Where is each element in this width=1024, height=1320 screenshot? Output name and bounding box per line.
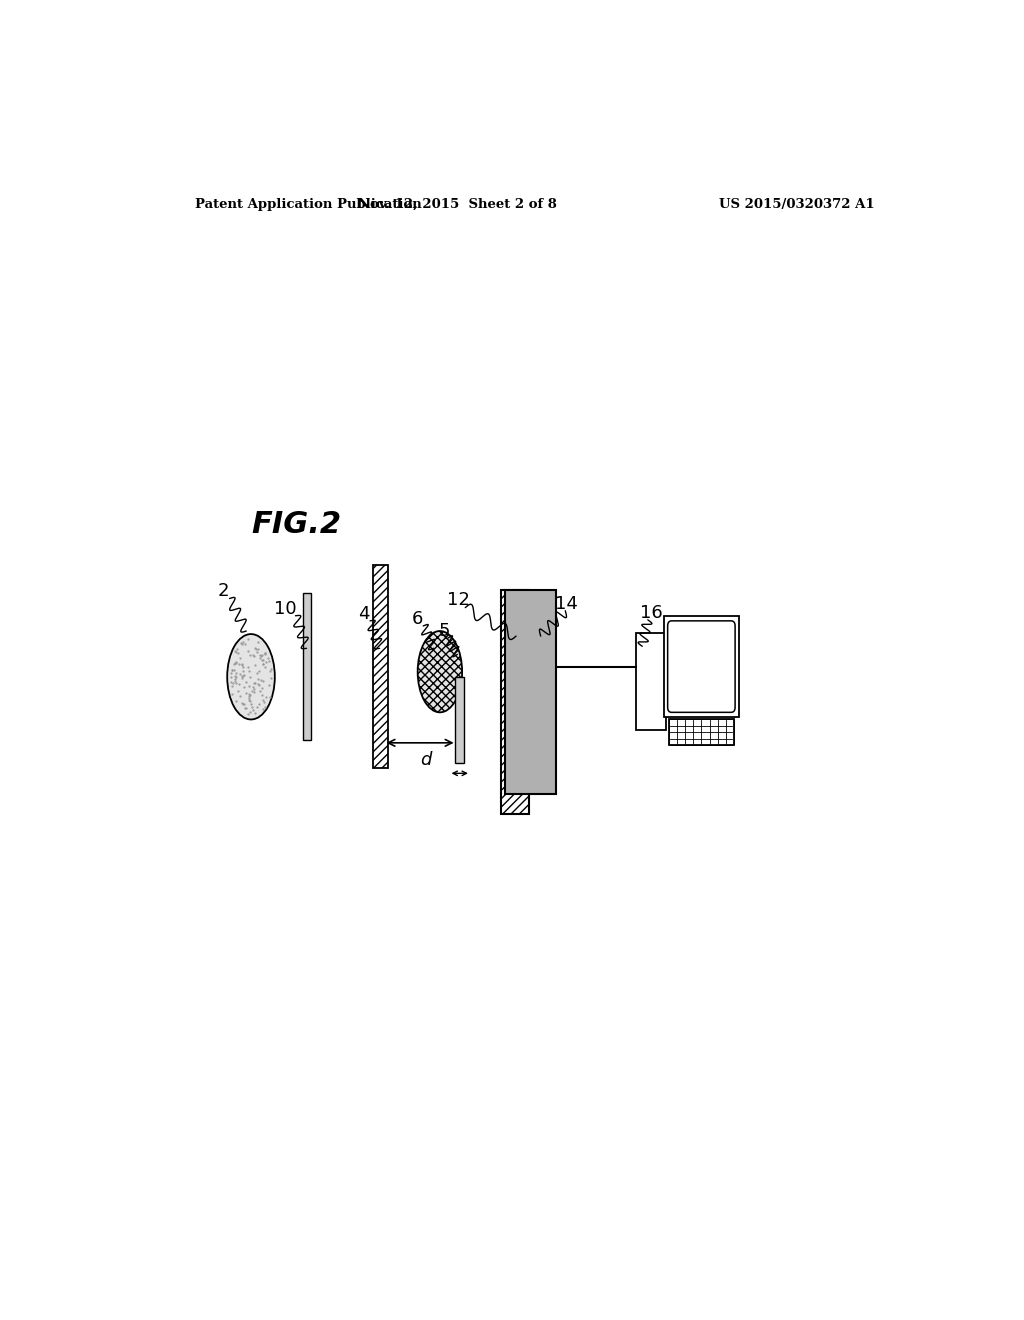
Bar	[303, 593, 310, 741]
Bar	[669, 719, 734, 744]
Bar	[502, 590, 529, 814]
Bar	[373, 565, 387, 768]
Text: 6: 6	[412, 610, 423, 628]
Text: 2: 2	[217, 582, 229, 601]
Text: 4: 4	[358, 605, 370, 623]
Bar	[505, 590, 556, 793]
Ellipse shape	[227, 634, 274, 719]
Bar	[636, 634, 666, 730]
Text: FIG.2: FIG.2	[251, 510, 341, 539]
Text: US 2015/0320372 A1: US 2015/0320372 A1	[719, 198, 874, 211]
Text: 12: 12	[446, 590, 470, 609]
Bar	[664, 615, 739, 718]
Text: Nov. 12, 2015  Sheet 2 of 8: Nov. 12, 2015 Sheet 2 of 8	[358, 198, 557, 211]
Ellipse shape	[418, 631, 462, 713]
Text: Patent Application Publication: Patent Application Publication	[196, 198, 422, 211]
FancyBboxPatch shape	[668, 620, 735, 713]
Bar	[455, 677, 465, 763]
Text: 16: 16	[640, 603, 664, 622]
Text: 5: 5	[438, 622, 450, 640]
Text: d: d	[420, 751, 431, 770]
Text: 10: 10	[273, 599, 296, 618]
Text: 14: 14	[555, 594, 579, 612]
